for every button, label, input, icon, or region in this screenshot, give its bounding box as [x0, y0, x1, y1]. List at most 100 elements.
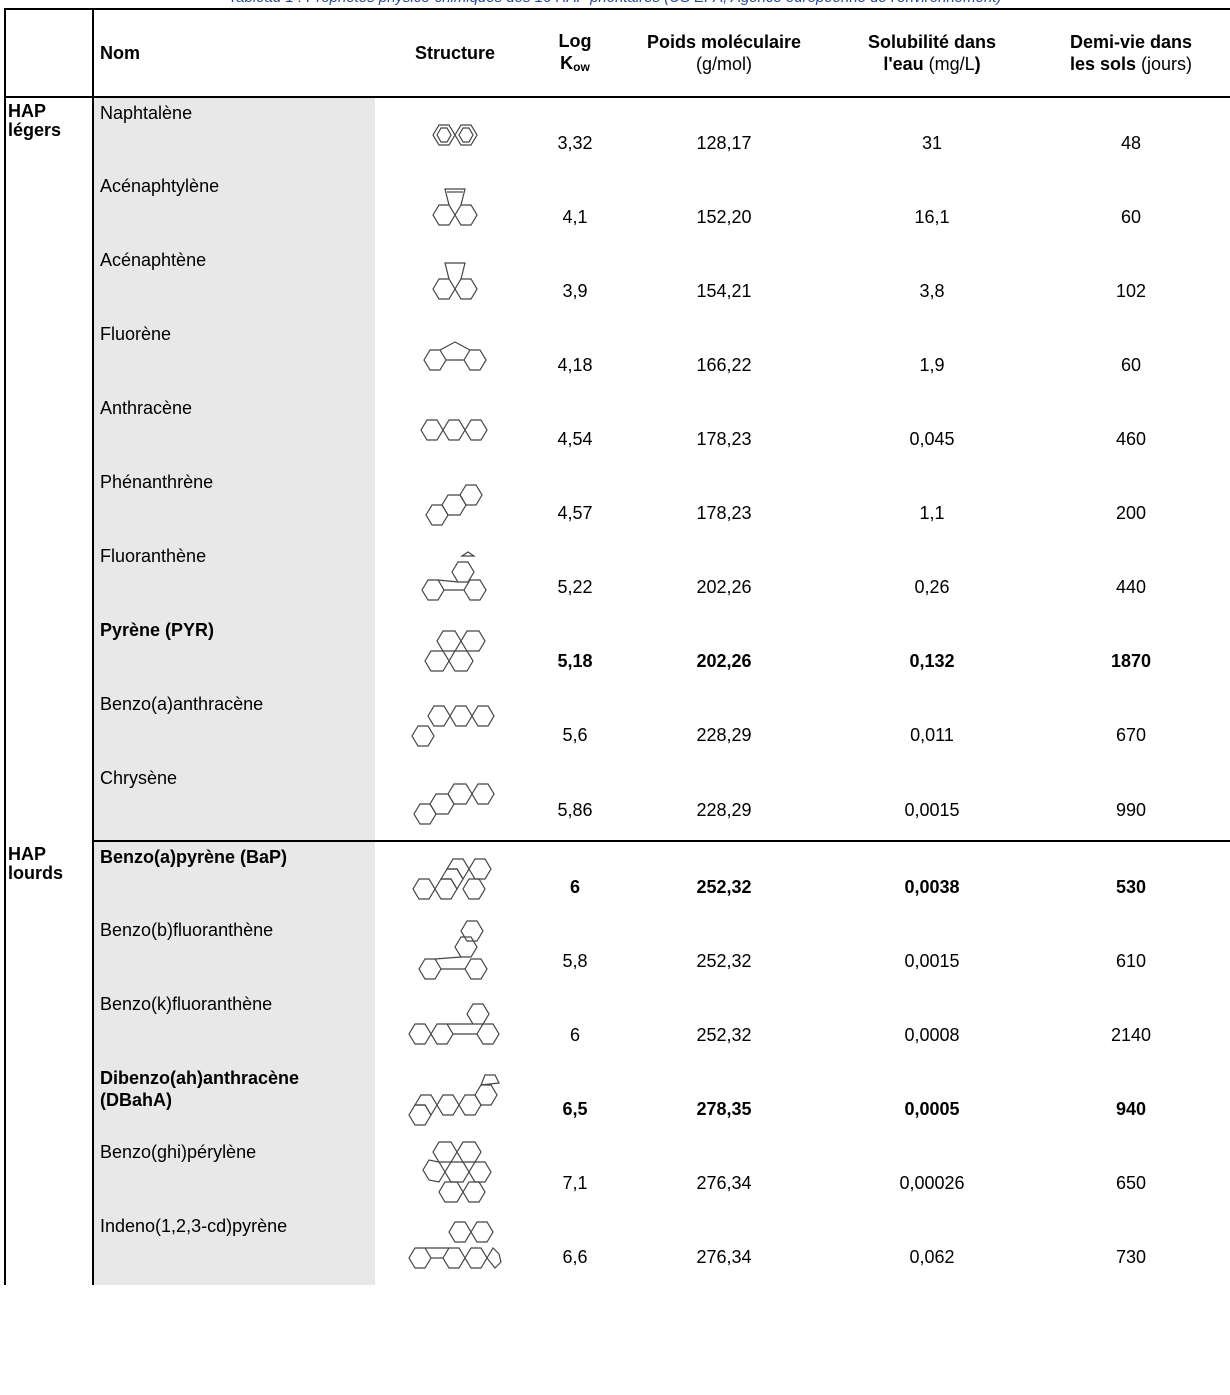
compound-name: Naphtalène: [93, 97, 375, 171]
table-row: Phénanthrène 4,57 178,23 1,1 200: [5, 467, 1230, 541]
logkow-value: 6,6: [562, 1246, 588, 1267]
solubilite-value: 0,0008: [904, 1024, 960, 1045]
benzo-a-pyrene-icon: [412, 857, 492, 900]
demi-vie-value: 60: [1120, 206, 1142, 227]
poids-value: 128,17: [696, 133, 752, 153]
logkow-value: 7,1: [562, 1172, 588, 1193]
poids-value: 278,35: [696, 1098, 752, 1119]
benzo-ghi-perylene-icon: [422, 1141, 492, 1203]
header-demi-unit: (jours): [1141, 54, 1193, 74]
solubilite-value: 0,0015: [833, 763, 1031, 842]
logkow-value: 5,6: [562, 724, 588, 745]
header-sol-label-1: Solubilité dans: [867, 32, 996, 52]
solubilite-value: 0,062: [909, 1246, 955, 1267]
header-poids-label: Poids moléculaire: [646, 32, 802, 52]
table-row: Benzo(ghi)pérylène 7,1 276,34 0,00026 65…: [5, 1137, 1230, 1211]
table-row: Chrysène 5,86 228,29 0,0015 990: [5, 763, 1230, 842]
group-label-line1: HAP: [8, 844, 47, 864]
poids-value: 154,21: [696, 280, 752, 301]
poids-value: 178,23: [696, 502, 752, 523]
demi-vie-value: 460: [1115, 428, 1147, 449]
logkow-value: 6: [569, 877, 580, 897]
logkow-value: 5,8: [562, 950, 588, 971]
logkow-value: 3,32: [557, 133, 593, 153]
solubilite-value: 0,0005: [904, 1098, 960, 1119]
table-row: Acénaphtène 3,9 154,21 3,8 102: [5, 245, 1230, 319]
demi-vie-value: 60: [1120, 354, 1142, 375]
solubilite-value: 0,045: [909, 428, 955, 449]
indeno-pyrene-icon: [408, 1221, 502, 1269]
compound-name: Acénaphtène: [93, 245, 375, 319]
table-row: Pyrène (PYR) 5,18 202,26 0,132 1870: [5, 615, 1230, 689]
logkow-value: 6,5: [562, 1098, 588, 1119]
solubilite-value: 0,011: [910, 724, 954, 745]
demi-vie-value: 990: [1031, 763, 1230, 842]
pah-properties-table: Nom Structure Log Kow Poids moléculaire …: [4, 8, 1230, 1285]
compound-name: Acénaphtylène: [93, 171, 375, 245]
phenanthrene-icon: [425, 484, 483, 526]
logkow-value: 5,22: [557, 576, 593, 597]
benzo-k-fluoranthene-icon: [408, 1003, 500, 1045]
solubilite-value: 0,0038: [904, 877, 960, 897]
header-poids-unit: (g/mol): [695, 54, 752, 74]
header-demi-label-2: les sols: [1069, 54, 1136, 74]
solubilite-value: 0,0015: [904, 950, 960, 971]
logkow-value: 5,18: [557, 650, 593, 671]
group-label-light: HAP légers: [4, 97, 94, 841]
table-row: Dibenzo(ah)anthracène (DBahA) 6,5 278,35…: [5, 1063, 1230, 1137]
logkow-value: 6: [569, 1024, 580, 1045]
poids-value: 202,26: [696, 650, 752, 671]
demi-vie-value: 730: [1115, 1246, 1147, 1267]
compound-name: Phénanthrène: [93, 467, 375, 541]
demi-vie-value: 2140: [1110, 1024, 1152, 1045]
compound-name: Dibenzo(ah)anthracène (DBahA): [93, 1063, 375, 1137]
compound-name: Benzo(b)fluoranthène: [93, 915, 375, 989]
header-poids: Poids moléculaire (g/mol): [615, 8, 833, 98]
group-label-line2: lourds: [8, 863, 64, 883]
header-sol-unit: (mg/L: [928, 54, 975, 74]
compound-name: Chrysène: [93, 763, 375, 842]
group-label-line1: HAP: [8, 101, 47, 121]
table-row: Benzo(k)fluoranthène 6 252,32 0,0008 214…: [5, 989, 1230, 1063]
demi-vie-value: 440: [1115, 576, 1147, 597]
demi-vie-value: 48: [1120, 133, 1142, 153]
group-light-pah: HAP légers Naphtalène 3,32 128,17 31 48 …: [4, 97, 1230, 842]
logkow-value: 5,86: [535, 763, 615, 842]
logkow-value: 4,18: [557, 354, 593, 375]
solubilite-value: 0,132: [909, 650, 955, 671]
table-row: Fluorène 4,18 166,22 1,9 60: [5, 319, 1230, 393]
poids-value: 252,32: [696, 1024, 752, 1045]
poids-value: 228,29: [615, 763, 833, 842]
header-sol-close: ): [974, 54, 981, 74]
acenaphthene-icon: [432, 262, 478, 300]
table-row: Indeno(1,2,3-cd)pyrène 6,6 276,34 0,062 …: [5, 1211, 1230, 1285]
table-caption: Tableau 1 : Propriétés physico-chimiques…: [0, 0, 1230, 9]
header-demi-label-1: Demi-vie dans: [1069, 32, 1193, 52]
logkow-value: 4,54: [557, 428, 593, 449]
solubilite-value: 1,9: [919, 354, 945, 375]
header-logkow-log: Log: [558, 31, 592, 51]
poids-value: 276,34: [696, 1246, 752, 1267]
table-row: Fluoranthène 5,22 202,26 0,26 440: [5, 541, 1230, 615]
solubilite-value: 0,00026: [899, 1172, 965, 1193]
table-row: Acénaphtylène 4,1 152,20 16,1 60: [5, 171, 1230, 245]
logkow-value: 4,57: [557, 502, 593, 523]
table-row: Benzo(a)anthracène 5,6 228,29 0,011 670: [5, 689, 1230, 763]
poids-value: 166,22: [696, 354, 752, 375]
benzo-b-fluoranthene-icon: [418, 920, 488, 980]
header-nom: Nom: [93, 8, 375, 98]
header-group-cell: [4, 8, 94, 98]
demi-vie-value: 102: [1115, 280, 1147, 301]
poids-value: 252,32: [696, 877, 752, 897]
solubilite-value: 16,1: [914, 206, 950, 227]
table-row: HAP légers Naphtalène 3,32 128,17 31 48: [4, 97, 1230, 841]
table-row: Anthracène 4,54 178,23 0,045 460: [5, 393, 1230, 467]
header-solubilite: Solubilité dans l'eau (mg/L): [833, 8, 1031, 98]
compound-name: Fluoranthène: [93, 541, 375, 615]
compound-name: Benzo(a)pyrène (BaP): [93, 841, 375, 915]
table-row: Benzo(b)fluoranthène 5,8 252,32 0,0015 6…: [5, 915, 1230, 989]
benzo-a-anthracene-icon: [411, 705, 495, 747]
header-row: Nom Structure Log Kow Poids moléculaire …: [4, 8, 1230, 98]
demi-vie-value: 200: [1115, 502, 1147, 523]
group-heavy-pah: HAP lourds Benzo(a)pyrène (BaP) 6 252,32…: [4, 841, 1230, 1285]
